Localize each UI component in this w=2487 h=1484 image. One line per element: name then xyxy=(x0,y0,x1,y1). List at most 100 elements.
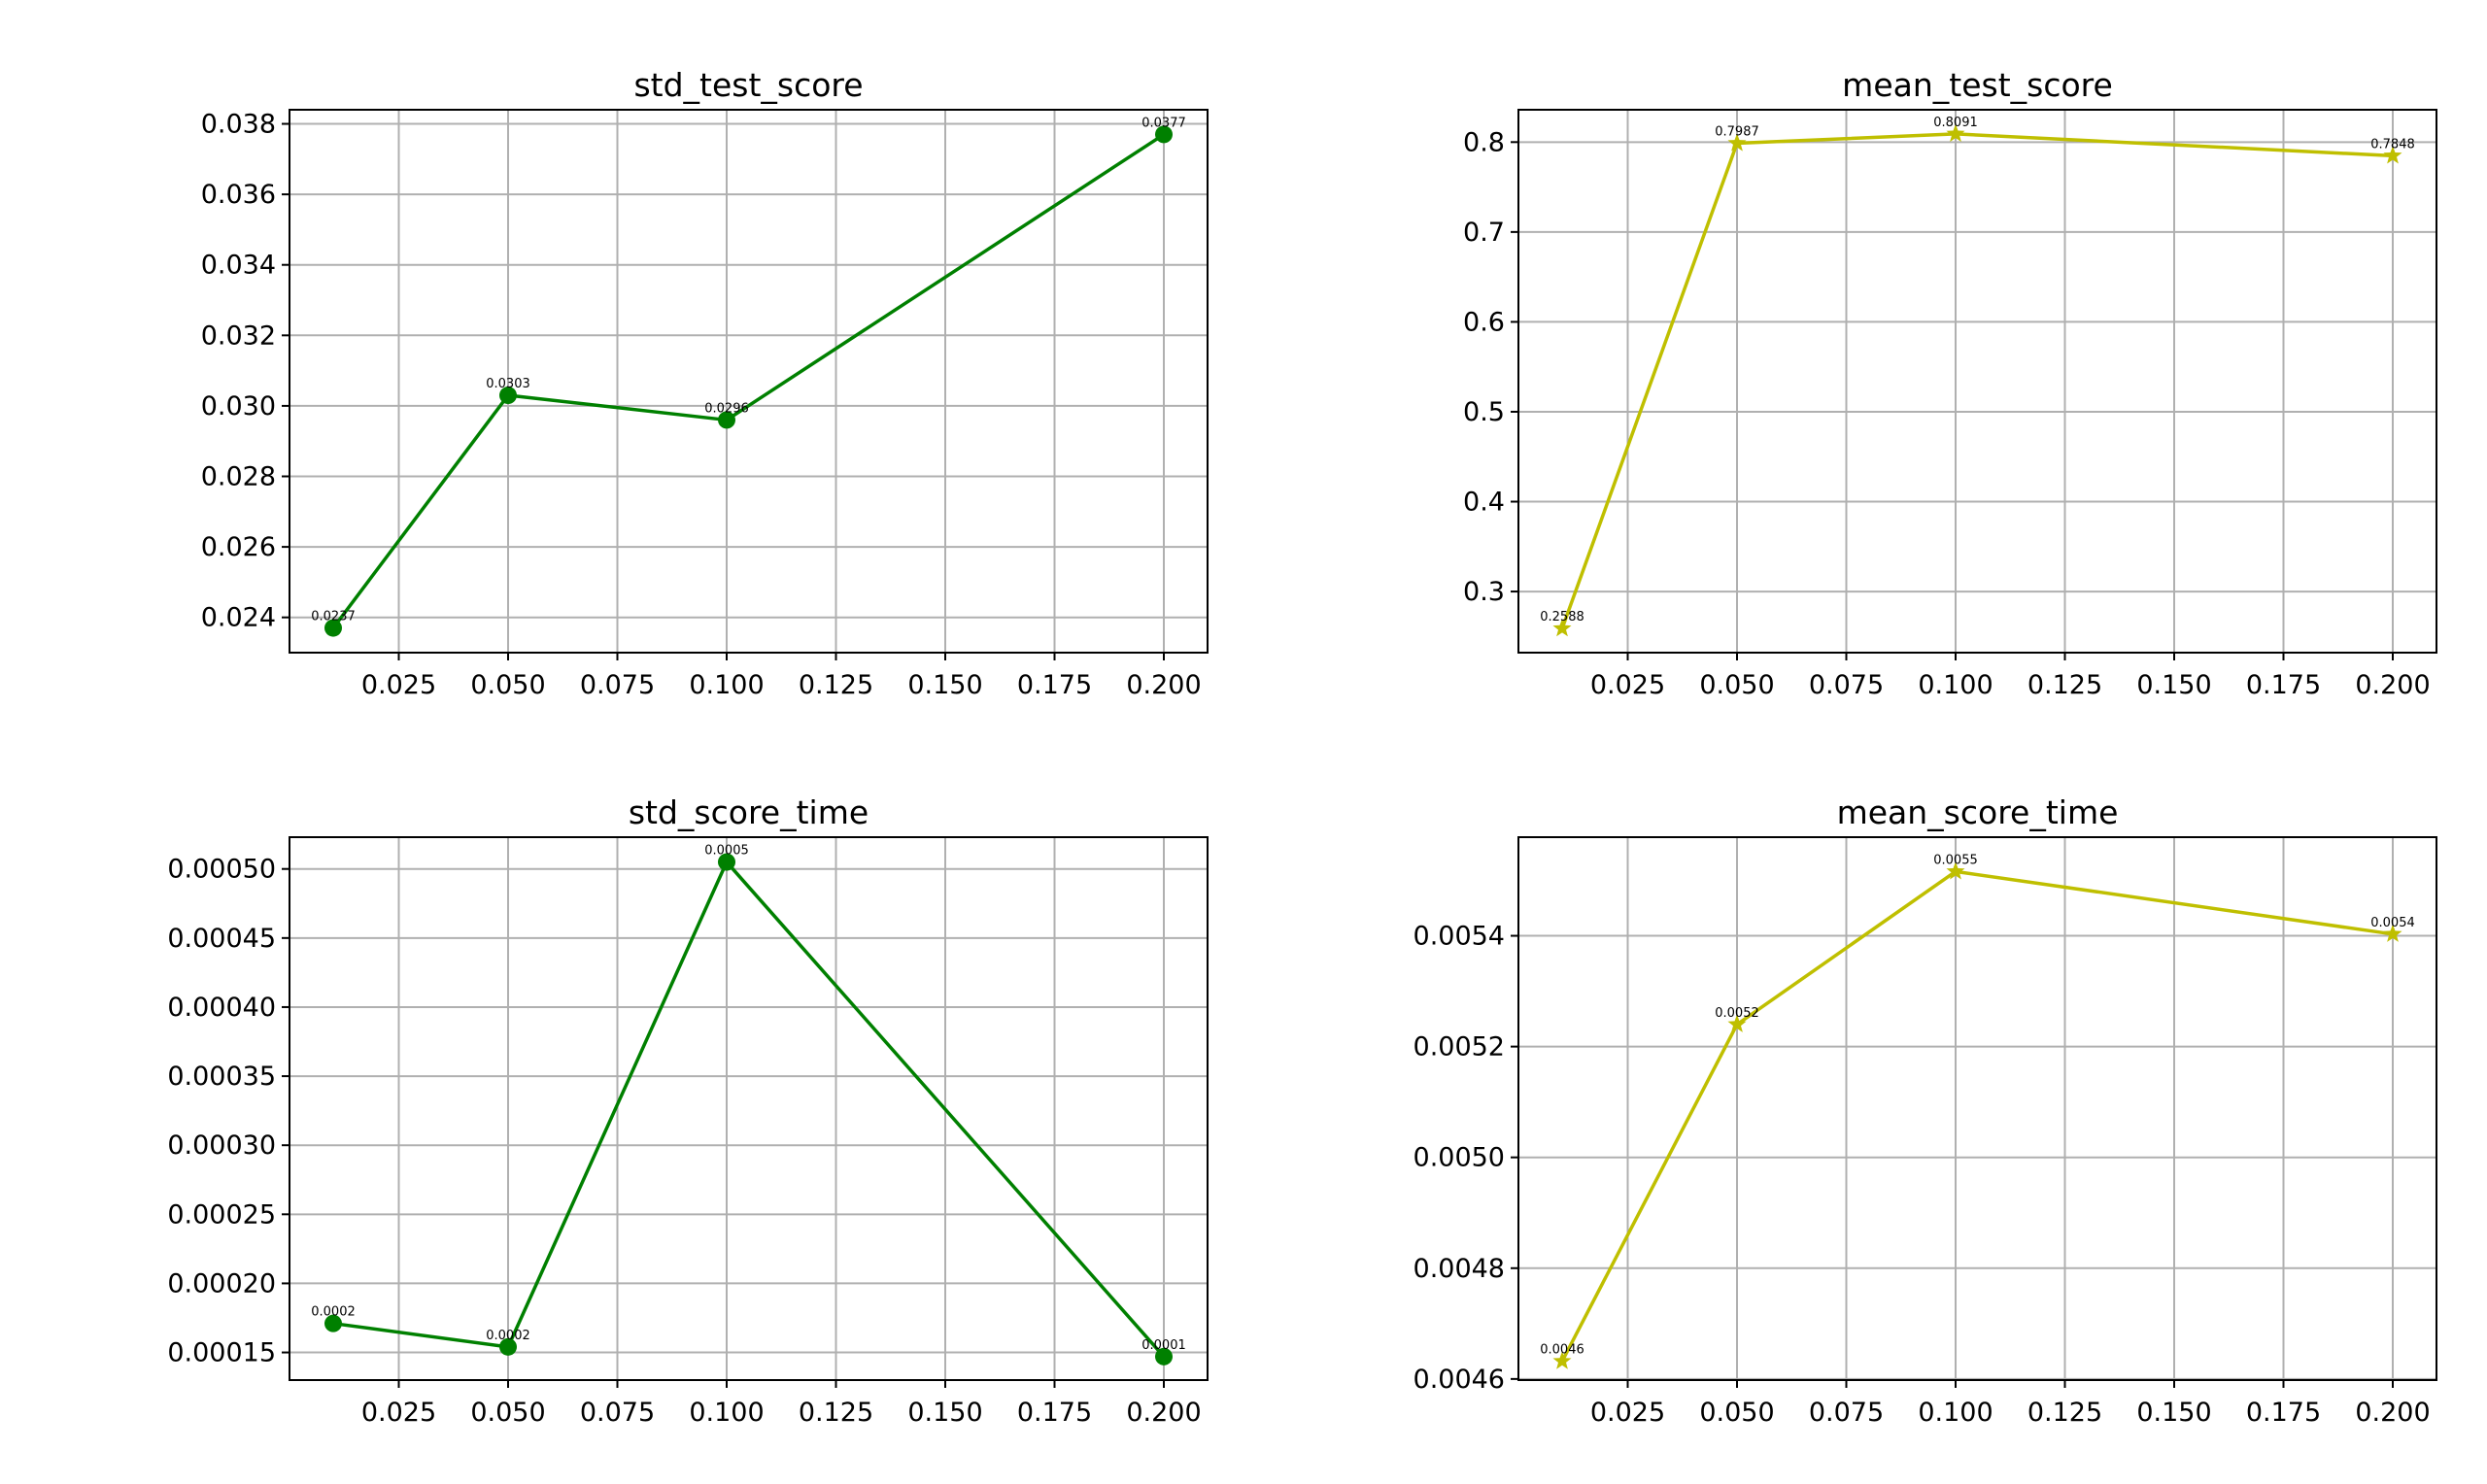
data-label: 0.0296 xyxy=(704,401,749,416)
data-point xyxy=(1946,123,1965,142)
x-tick-label: 0.125 xyxy=(799,670,873,700)
y-tick-label: 0.028 xyxy=(201,462,276,492)
y-tick-label: 0.00020 xyxy=(167,1268,276,1298)
x-tick-label: 0.125 xyxy=(2027,1398,2102,1428)
x-tick-label: 0.050 xyxy=(470,1398,545,1428)
x-tick-label: 0.050 xyxy=(1699,670,1774,700)
x-tick-label: 0.100 xyxy=(689,670,764,700)
data-point xyxy=(1155,125,1173,144)
data-label: 0.8091 xyxy=(1933,116,1978,130)
data-point xyxy=(324,619,342,637)
data-point xyxy=(2383,924,2402,942)
x-tick-label: 0.150 xyxy=(2136,670,2211,700)
y-tick-label: 0.036 xyxy=(201,180,276,210)
data-point xyxy=(2383,146,2402,164)
x-tick-label: 0.100 xyxy=(689,1398,764,1428)
x-tick-label: 0.050 xyxy=(470,670,545,700)
y-tick-label: 0.032 xyxy=(201,320,276,351)
x-tick-label: 0.075 xyxy=(1809,1398,1884,1428)
chart-title: mean_test_score xyxy=(1842,66,2113,104)
x-tick-label: 0.175 xyxy=(1017,670,1092,700)
data-point xyxy=(1727,133,1747,152)
series-line xyxy=(331,132,1165,629)
y-tick-label: 0.0052 xyxy=(1414,1032,1505,1062)
subplot-std-score-time: std_score_time 0.025 0.050 0.075 0.100 0.125… xyxy=(167,793,1209,1428)
data-label: 0.0002 xyxy=(486,1329,530,1343)
data-label: 0.0377 xyxy=(1141,116,1186,130)
x-tick-label: 0.125 xyxy=(799,1398,873,1428)
x-tick-label: 0.075 xyxy=(1809,670,1884,700)
x-tick-label: 0.100 xyxy=(1918,1398,1993,1428)
y-tick-label: 0.00035 xyxy=(167,1062,276,1092)
y-tick-label: 0.0054 xyxy=(1414,922,1505,952)
x-tick-label: 0.150 xyxy=(907,1398,982,1428)
subplot-mean-score-time: mean_score_time 0.025 0.050 0.075 0.100 0.12… xyxy=(1414,793,2437,1428)
data-label: 0.0046 xyxy=(1540,1343,1584,1358)
y-tick-label: 0.00045 xyxy=(167,924,276,954)
data-point xyxy=(1727,1014,1747,1032)
data-point xyxy=(1552,619,1572,637)
data-point xyxy=(499,387,517,405)
data-label: 0.2588 xyxy=(1540,610,1584,624)
subplot-std-test-score: std_test_score 0.025 0.050 0.075 0.100 0.125… xyxy=(201,66,1209,700)
data-label: 0.0005 xyxy=(704,844,749,859)
y-tick-label: 0.00015 xyxy=(167,1338,276,1368)
x-tick-label: 0.150 xyxy=(2136,1398,2211,1428)
data-label: 0.0002 xyxy=(311,1305,356,1320)
x-tick-label: 0.025 xyxy=(1590,1398,1665,1428)
x-tick-label: 0.175 xyxy=(2246,1398,2321,1428)
x-tick-label: 0.025 xyxy=(361,1398,436,1428)
y-tick-label: 0.026 xyxy=(201,532,276,562)
data-point xyxy=(324,1314,342,1332)
y-tick-label: 0.00025 xyxy=(167,1199,276,1230)
data-label: 0.7848 xyxy=(2370,137,2415,152)
y-tick-label: 0.7 xyxy=(1463,218,1505,248)
x-tick-label: 0.175 xyxy=(2246,670,2321,700)
y-tick-label: 0.0048 xyxy=(1414,1254,1505,1284)
axes-frame xyxy=(289,836,1209,1381)
axes-frame xyxy=(289,109,1209,654)
x-tick-label: 0.200 xyxy=(1126,670,1201,700)
series-line xyxy=(332,860,1166,1358)
x-tick-label: 0.050 xyxy=(1699,1398,1774,1428)
y-tick-label: 0.00040 xyxy=(167,993,276,1023)
x-tick-label: 0.125 xyxy=(2027,670,2102,700)
x-tick-label: 0.100 xyxy=(1918,670,1993,700)
series-line xyxy=(1560,869,2394,1363)
y-tick-label: 0.8 xyxy=(1463,127,1505,157)
axes-frame xyxy=(1517,836,2437,1381)
y-tick-label: 0.024 xyxy=(201,603,276,633)
data-label: 0.0054 xyxy=(2370,916,2415,930)
data-point xyxy=(499,1337,517,1356)
y-tick-label: 0.4 xyxy=(1463,488,1505,518)
data-label: 0.0303 xyxy=(486,377,530,391)
data-point xyxy=(1552,1351,1572,1369)
data-label: 0.0055 xyxy=(1933,853,1978,867)
chart-title: std_test_score xyxy=(633,66,863,104)
x-tick-label: 0.150 xyxy=(907,670,982,700)
chart-title: mean_score_time xyxy=(1837,793,2119,831)
subplot-mean-test-score: mean_test_score 0.025 0.050 0.075 0.100 0.12… xyxy=(1463,66,2437,700)
data-label: 0.0001 xyxy=(1141,1338,1186,1353)
y-tick-label: 0.038 xyxy=(201,110,276,140)
data-point xyxy=(718,411,735,429)
x-tick-label: 0.025 xyxy=(361,670,436,700)
x-tick-label: 0.025 xyxy=(1590,670,1665,700)
chart-title: std_score_time xyxy=(629,793,869,831)
data-label: 0.7987 xyxy=(1715,125,1759,140)
data-point xyxy=(1946,861,1965,880)
axes-frame xyxy=(1517,109,2437,654)
x-tick-label: 0.200 xyxy=(2355,1398,2430,1428)
data-point xyxy=(718,853,735,871)
data-point xyxy=(1155,1347,1173,1366)
data-label: 0.0052 xyxy=(1715,1006,1759,1021)
y-tick-label: 0.00030 xyxy=(167,1130,276,1161)
series-line xyxy=(1560,132,2394,629)
x-tick-label: 0.175 xyxy=(1017,1398,1092,1428)
x-tick-label: 0.200 xyxy=(1126,1398,1201,1428)
y-tick-label: 0.0046 xyxy=(1414,1365,1505,1395)
y-tick-label: 0.034 xyxy=(201,251,276,281)
y-tick-label: 0.0050 xyxy=(1414,1143,1505,1173)
x-tick-label: 0.075 xyxy=(580,670,655,700)
